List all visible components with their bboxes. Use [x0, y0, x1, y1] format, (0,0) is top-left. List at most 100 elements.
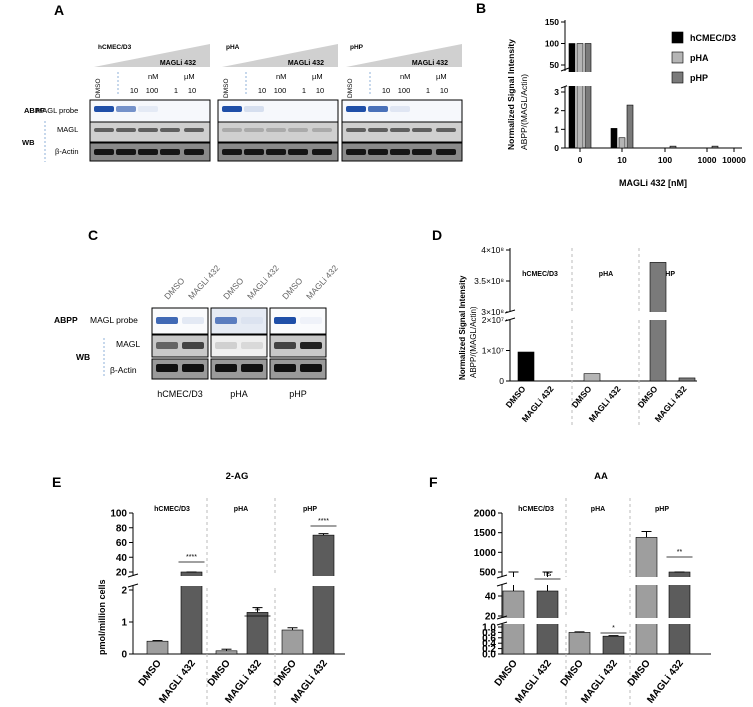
abpp-label: ABPP: [24, 106, 45, 115]
lane-label-a-1-3: 1: [302, 86, 306, 95]
magl-band-c-2-0: [274, 342, 296, 349]
b-bar-2-0: [584, 43, 592, 149]
blot-a-cell-label-0: hCMEC/D3: [98, 44, 132, 51]
probe-band-0-2: [138, 106, 158, 112]
d-group-label-1: pHA: [599, 271, 613, 278]
lane-label-a-2-2: 100: [398, 86, 411, 95]
d-group-label-2: pHP: [661, 271, 675, 278]
f-ytick-label-8: 500: [479, 568, 496, 579]
e-bar-4: [281, 629, 304, 655]
panel-label-d: D: [432, 227, 442, 243]
unit-nm-1: nM: [276, 72, 286, 81]
b-ytick-label-6: 150: [545, 17, 559, 27]
probe-band-0-0: [94, 106, 114, 112]
actin-band-c-1-1: [241, 364, 263, 372]
actin-band-2-1: [368, 149, 388, 155]
d-break-mark-1: [504, 309, 516, 314]
b-legend-swatch-1: [671, 51, 684, 64]
cell-label-c-1: pHA: [230, 389, 248, 399]
probe-band-0-1: [116, 106, 136, 112]
b-xtick-label-2: 100: [658, 155, 672, 165]
b-bar-2-3: [711, 145, 719, 149]
magl-band-c-1-1: [241, 342, 263, 349]
magl-band-2-0: [346, 128, 366, 132]
inhibitor-wedge-1: [222, 44, 338, 67]
e-break-mark-0-a: [127, 573, 139, 578]
panel-label-f: F: [429, 474, 438, 490]
b-bar-1-1: [618, 137, 626, 149]
e-xtick-label-2: DMSO: [206, 658, 233, 689]
f-ytick-label-1: 0.2: [482, 644, 496, 655]
actin-band-0-1: [116, 149, 136, 155]
f-group-label-1: pHA: [591, 506, 605, 513]
panel-label-b: B: [476, 0, 486, 16]
magl-band-0-4: [184, 128, 204, 132]
magl-band-0-3: [160, 128, 180, 132]
probe-band-c-1-1: [241, 317, 263, 324]
lane-label-a-0-3: 1: [174, 86, 178, 95]
actin-band-2-2: [390, 149, 410, 155]
d-group-label-0: hCMEC/D3: [522, 271, 558, 278]
b-xtick-label-1: 10: [617, 155, 627, 165]
e-bar-2: [215, 650, 238, 655]
magl-band-1-1: [244, 128, 264, 132]
actin-band-1-0: [222, 149, 242, 155]
panel-label-a: A: [54, 2, 64, 18]
b-bar-2-1: [626, 104, 634, 149]
f-bar-2: [568, 632, 591, 655]
f-ytick-label-9: 1000: [474, 548, 497, 559]
e-title: 2-AG: [226, 471, 249, 482]
b-ytick-label-1: 1: [554, 124, 559, 134]
unit-um-2: µM: [436, 72, 447, 81]
b-xtick-label-4: 10000: [722, 155, 746, 165]
f-xtick-label-2: DMSO: [559, 658, 586, 689]
f-break-gap-1: [499, 577, 711, 585]
b-ytick-label-2: 2: [554, 106, 559, 116]
magl-band-c-1-0: [215, 342, 237, 349]
blot-a-cell-label-2: pHP: [350, 44, 364, 51]
b-bar-0-0: [568, 43, 576, 149]
f-ytick-label-0: 0.0: [482, 650, 496, 661]
d-bar-2: [583, 373, 601, 382]
panel-e-chart: 0 1 2 20 40 60 80 100 pmol/million cells 2-AG hCME…: [97, 471, 345, 706]
cell-label-c-0: hCMEC/D3: [157, 389, 203, 399]
f-group-label-0: hCMEC/D3: [518, 506, 554, 513]
actin-label-c: β-Actin: [110, 365, 137, 375]
e-ylabel: pmol/million cells: [97, 579, 107, 655]
lane-label-a-0-2: 100: [146, 86, 159, 95]
d-bar-0: [517, 351, 535, 382]
b-ytick-label-5: 100: [545, 39, 559, 49]
magl-band-2-1: [368, 128, 388, 132]
lane-label-a-0-0: DMSO: [95, 79, 102, 99]
inhibitor-wedge-0: [94, 44, 210, 67]
e-ytick-label-2: 2: [121, 586, 127, 597]
d-ylabel: Normalized Signal Intensity: [458, 275, 467, 380]
f-ytick-label-7: 40: [485, 592, 497, 603]
wb-label: WB: [22, 138, 35, 147]
actin-band-0-0: [94, 149, 114, 155]
actin-band-2-4: [436, 149, 456, 155]
lane-label-a-2-1: 10: [382, 86, 390, 95]
magl-label: MAGL: [57, 125, 78, 134]
actin-band-2-0: [346, 149, 366, 155]
probe-band-c-0-0: [156, 317, 178, 324]
probe-band-1-1: [244, 106, 264, 112]
b-axis-break: [562, 71, 569, 87]
actin-band-c-2-0: [274, 364, 296, 372]
magl-band-c-0-0: [156, 342, 178, 349]
probe-band-c-0-1: [182, 317, 204, 324]
f-title: AA: [594, 471, 608, 482]
e-group-label-1: pHA: [234, 506, 248, 513]
magl-band-c-2-1: [300, 342, 322, 349]
magl-probe-label-c: MAGL probe: [90, 315, 138, 325]
f-break-gap-0: [499, 618, 711, 624]
b-bar-break-gap: [567, 72, 617, 86]
lane-label-c-5: MAGLi 432: [304, 263, 340, 301]
d-bar-5: [678, 377, 696, 382]
b-break-mark-1: [560, 67, 570, 72]
actin-band-0-3: [160, 149, 180, 155]
f-ytick-label-5: 1.0: [482, 623, 496, 634]
